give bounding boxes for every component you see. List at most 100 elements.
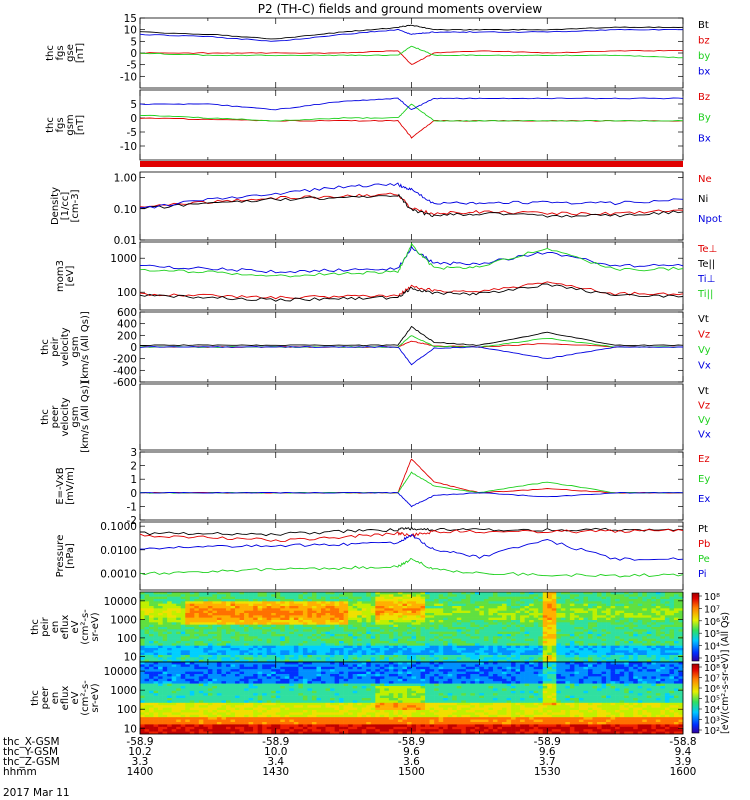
panel-peer-spectrogram: 10000 1000 100 10 thc peer en eflux eV (cm²-s-sr-… (30, 661, 684, 735)
y-axis-label: velocity (60, 327, 71, 366)
series-line-Pe (139, 558, 684, 578)
colorbar-tick-label: 10⁶ (704, 617, 720, 628)
y-axis-label: en (50, 692, 61, 705)
ephemeris-value: 1430 (262, 766, 289, 778)
y-axis-label: velocity (60, 397, 71, 436)
series-line-Pt (140, 526, 684, 537)
y-tick-label: 0 (130, 488, 137, 500)
ephemeris-value: 1500 (398, 766, 425, 778)
legend-entry: Te|| (697, 259, 715, 270)
y-tick-label: 100 (117, 633, 137, 645)
y-tick-label: -5 (127, 60, 137, 72)
y-axis-label: peer (40, 686, 51, 710)
legend-entry: Ne (698, 174, 712, 185)
y-tick-label: 1.00 (114, 173, 137, 185)
colorbar-tick-label: 10⁷ (704, 604, 720, 615)
ephemeris-value: 3.7 (539, 756, 556, 768)
legend-entry: Ti|| (697, 289, 713, 300)
y-axis-label: thc (40, 339, 51, 355)
series-line-Npot (139, 182, 684, 209)
y-tick-label: 0 (130, 48, 137, 60)
panel-separator-bar (140, 161, 683, 167)
panel-frame (139, 521, 684, 591)
series-group-temperature (139, 242, 684, 302)
y-axis-label: peer (50, 405, 61, 429)
legend-entry: Ey (698, 474, 710, 485)
y-axis-label: [nT] (75, 43, 86, 63)
series-line-Ti⊥ (139, 245, 684, 274)
legend-entry: Vt (698, 386, 709, 397)
series-line-By (139, 103, 684, 122)
y-tick-label: 0.0010 (100, 568, 137, 580)
y-axis-label: eV (70, 691, 81, 704)
y-axis-label: peir (50, 336, 61, 356)
series-line-Te⊥ (139, 281, 684, 300)
series-line-by (139, 45, 684, 59)
y-tick-label: 15 (124, 13, 137, 25)
legend-entry: Bt (698, 20, 709, 31)
y-tick-label: 0.1000 (100, 521, 137, 533)
ephemeris-value: 9.6 (539, 746, 556, 758)
legend-entry: bx (698, 67, 710, 78)
y-axis-label: [nPa] (65, 543, 76, 569)
y-tick-label: -200 (113, 354, 137, 366)
legend-entry: Pb (698, 539, 710, 550)
legend-entry: Pt (698, 524, 708, 535)
ephemeris-value: -58.9 (398, 736, 425, 748)
series-line-Bt (139, 24, 684, 40)
series-line-Pb (139, 528, 684, 542)
series-line-Vt (139, 325, 684, 347)
y-tick-label: 600 (117, 307, 137, 319)
legend-entry: By (698, 113, 711, 124)
y-axis-label: thc (30, 690, 41, 706)
series-line-Pi (139, 534, 684, 561)
ephemeris-value: 9.4 (675, 746, 692, 758)
legend-entry: by (698, 51, 710, 62)
series-group-fgs-gsm (139, 97, 684, 139)
legend-entry: Vx (698, 430, 711, 441)
y-tick-label: -600 (113, 377, 137, 389)
y-axis-label: Pressure (55, 535, 66, 578)
series-line-Bx (139, 97, 684, 111)
y-axis-label: gsm (70, 336, 81, 357)
ephemeris-value: -58.9 (126, 736, 153, 748)
y-axis-label: gsm (65, 114, 76, 135)
panel-fgs-gsm: 5 0 -5 -10 thc fgs gsm [nT] Bz By Bx (45, 89, 711, 161)
y-tick-label: -1 (127, 501, 137, 513)
legend-entry: Ni (698, 194, 708, 205)
y-tick-label: 0.0100 (100, 545, 137, 557)
series-line-Ey (139, 471, 684, 494)
y-tick-label: 3 (130, 447, 137, 459)
series-line-Ne (139, 192, 684, 216)
series-line-bz (139, 49, 684, 65)
y-axis-label: thc (40, 409, 51, 425)
peer-spectrogram-image (140, 662, 684, 735)
peir-spectrogram-image (140, 592, 684, 663)
y-tick-label: 5 (130, 99, 137, 111)
ephemeris-value: 1530 (534, 766, 561, 778)
panel-efield: 3 21 0-1 -2 E=-VxB [mV/m] Ez Ey Ex (55, 447, 710, 527)
colorbar-tick-label: 10⁴ (704, 705, 720, 716)
y-axis-label: [nT] (75, 115, 86, 135)
ephemeris-value: 3.4 (267, 756, 284, 768)
series-line-Vz (139, 340, 684, 348)
series-group-pressure (139, 526, 684, 578)
y-tick-label: 100 (117, 287, 137, 299)
legend-entry: Vy (698, 345, 711, 356)
y-tick-label: 10000 (104, 666, 137, 678)
ephemeris-row-label: hhmm (3, 766, 37, 778)
y-axis-label: sr-eV) (90, 683, 101, 712)
series-line-bx (139, 28, 683, 42)
panel-density: 1.00 0.10 0.01 Density [1/cc] [cm-3] Ne Ni Npot (50, 171, 722, 247)
y-tick-label: 0 (130, 342, 137, 354)
y-axis-label: fgs (55, 45, 66, 60)
y-axis-label: [1/cc] (60, 192, 71, 221)
y-tick-label: -10 (120, 141, 137, 153)
panel-frame (139, 241, 684, 311)
legend-entry: Te⊥ (697, 244, 717, 255)
